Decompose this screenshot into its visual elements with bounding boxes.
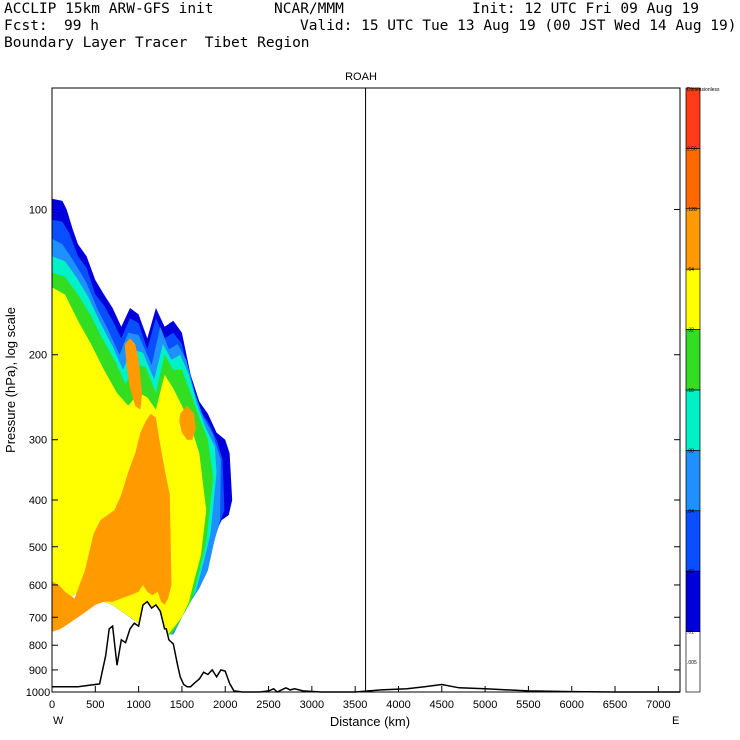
x-axis-ticks: 0 500 1000 1500 2000 2500 3000 3500 4000 4500 5000…	[49, 686, 671, 711]
x-tick-label: 1500	[170, 699, 194, 711]
x-tick-label: 5000	[473, 699, 497, 711]
y-tick-label: 100	[29, 204, 47, 216]
colorbar-label: .32	[687, 328, 694, 334]
tracer-band-0.64-right	[179, 405, 196, 440]
tracer-band-0.64	[52, 413, 172, 632]
x-tick-label: 4000	[386, 699, 410, 711]
x-tick-label: 1000	[126, 699, 150, 711]
y-tick-label: 300	[29, 435, 47, 447]
x-axis-east-label: E	[672, 715, 679, 727]
plot-frame	[51, 87, 681, 693]
colorbar-swatch	[685, 570, 701, 632]
y-tick-label: 600	[29, 580, 47, 592]
colorbar-swatch	[685, 329, 701, 391]
y-tick-label: 500	[29, 542, 47, 554]
x-axis-title: Distance (km)	[330, 714, 410, 729]
x-tick-label: 6000	[559, 699, 583, 711]
x-tick-label: 500	[86, 699, 104, 711]
colorbar: Dimensionless 2.56 .128 .64 .32 .16 .08 .04 .02.…	[685, 87, 720, 693]
colorbar-label: .04	[687, 509, 694, 515]
terrain-profile-line	[52, 600, 680, 693]
colorbar-swatch	[685, 450, 701, 512]
header-field: Boundary Layer Tracer Tibet Region	[4, 35, 310, 51]
colorbar-swatch	[685, 631, 701, 693]
header-fcst-label: Fcst:	[4, 18, 48, 34]
y-tick-label: 1000	[26, 687, 50, 699]
tracer-shading-layer	[52, 198, 680, 702]
x-tick-label: 0	[49, 699, 55, 711]
x-tick-label: 6500	[603, 699, 627, 711]
y-axis-title: Pressure (hPa), log scale	[3, 307, 18, 453]
colorbar-label: .08	[687, 448, 694, 454]
header-model: ACCLIP 15km ARW-GFS init	[4, 1, 214, 17]
x-tick-label: 3500	[343, 699, 367, 711]
y-tick-label: 800	[29, 640, 47, 652]
colorbar-label: 2.56	[687, 146, 697, 152]
colorbar-label: .128	[687, 207, 697, 213]
header-org: NCAR/MMM	[274, 1, 344, 17]
header-fcst-value: 99 h	[64, 18, 99, 34]
x-axis-west-label: W	[53, 715, 64, 727]
tracer-band-0.64-upper	[124, 338, 143, 410]
colorbar-swatch	[685, 389, 701, 451]
y-tick-label: 700	[29, 612, 47, 624]
colorbar-label: .005	[687, 660, 697, 666]
x-tick-label: 5500	[516, 699, 540, 711]
header-valid: Valid: 15 UTC Tue 13 Aug 19 (00 JST Wed …	[300, 18, 737, 34]
header-init: Init: 12 UTC Fri 09 Aug 19	[472, 1, 699, 17]
x-tick-label: 7000	[646, 699, 670, 711]
colorbar-label: Dimensionless	[687, 87, 720, 93]
y-tick-label: 200	[29, 350, 47, 362]
x-tick-label: 2000	[213, 699, 237, 711]
colorbar-label: .16	[687, 388, 694, 394]
colorbar-swatch	[685, 208, 701, 270]
colorbar-swatch	[685, 268, 701, 330]
colorbar-label: .02	[687, 569, 694, 575]
colorbar-swatch	[685, 510, 701, 572]
y-tick-label: 900	[29, 665, 47, 677]
x-tick-label: 2500	[256, 699, 280, 711]
terrain-mask	[52, 601, 680, 702]
colorbar-label: .64	[687, 267, 694, 273]
x-tick-label: 3000	[300, 699, 324, 711]
colorbar-swatch	[685, 148, 701, 210]
x-tick-label: 4500	[430, 699, 454, 711]
chart-subtitle: ROAH	[345, 71, 377, 83]
colorbar-label: .01	[687, 630, 694, 636]
colorbar-swatch	[685, 87, 701, 149]
y-tick-label: 400	[29, 495, 47, 507]
y-axis-ticks: 100 200 300 400 500 600 700 800 900 1000	[26, 204, 680, 699]
